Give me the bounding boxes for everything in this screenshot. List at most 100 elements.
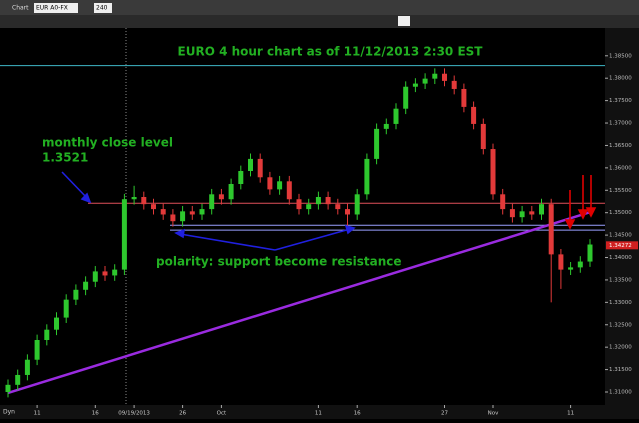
price-axis [605,28,639,419]
candle-body [325,197,331,205]
arrowhead [80,192,92,204]
x-tick-label: 11 [315,411,322,417]
y-tick-label: 1.37500 [609,98,632,104]
y-tick-label: 1.38000 [609,76,632,82]
candle-body [500,194,506,210]
candle-body [131,197,137,200]
x-tick-label: 09/19/2013 [118,411,150,417]
x-tick-label: 11 [34,411,41,417]
candle-body [54,317,59,330]
y-tick-label: 1.34000 [609,255,632,261]
interval[interactable]: 240 [96,5,108,12]
candle-body [92,271,98,282]
candle-body [315,197,321,205]
interval-box[interactable] [94,3,112,13]
arrowhead [564,219,576,230]
candle-body [73,289,79,300]
candle-body [277,181,283,190]
candle-body [539,204,544,215]
x-axis-start: Dyn [3,409,15,416]
candle-body [121,199,127,270]
candle-body [568,267,574,270]
candle-body [257,158,263,178]
arrowhead [174,228,185,239]
arrowhead [344,224,356,235]
candle-body [403,86,409,109]
candle-body [44,329,50,340]
red-arrows [564,175,597,230]
candle-body [63,299,69,318]
annotation: 1.3521 [42,151,88,165]
candle-body [248,158,253,171]
candle-body [286,181,292,200]
candle-body [306,204,312,210]
y-tick-label: 1.33500 [609,277,632,283]
x-tick-label: 16 [92,411,99,417]
candle-body [151,204,156,210]
x-tick-label: 16 [354,411,361,417]
arrow [179,233,276,251]
window-title: Chart [12,5,29,12]
candle-body [189,211,195,215]
candle-body [548,204,554,255]
y-tick-label: 1.35500 [609,188,632,194]
candle-body [218,194,224,200]
x-tick-label: Oct [217,411,227,417]
candle-body [296,199,302,210]
symbol[interactable]: EUR A0-FX [36,5,68,12]
candle-body [112,269,118,276]
x-tick-label: 26 [179,411,186,417]
arrow [61,171,89,200]
title-bar [0,0,639,15]
candle-body [587,244,593,262]
candle-body [442,73,447,81]
candle-body [5,384,11,392]
candle-body [490,149,496,195]
candle-body [24,359,30,375]
y-tick-label: 1.33000 [609,300,632,306]
y-tick-label: 1.34500 [609,233,632,239]
toolbar-button[interactable] [398,16,410,26]
candle-body [480,123,486,150]
candle-body [412,83,418,87]
candle-body [102,271,108,276]
candle-body [519,211,525,218]
candle-body [267,177,273,190]
candle-body [141,197,147,205]
candle-body [34,340,40,360]
candle-body [509,209,515,218]
candle-body [199,209,205,215]
candle-body [209,194,215,210]
y-tick-label: 1.32000 [609,345,632,351]
candle-body [393,108,399,124]
y-tick-label: 1.31500 [609,367,632,373]
last-price-box [606,241,638,250]
y-tick-label: 1.36000 [609,165,632,171]
chart-title: EURO 4 hour chart as of 11/12/2013 2:30 … [178,45,484,59]
arrow [274,228,351,251]
candle-body [529,211,535,215]
x-tick-label: 11 [567,411,574,417]
candle-body [170,214,176,222]
last-price-label: 1.34272 [609,243,632,249]
candle-body [345,209,350,215]
candle-body [228,184,234,200]
candle-body [15,374,21,385]
y-tick-label: 1.35000 [609,210,632,216]
y-tick-label: 1.36500 [609,143,632,149]
y-tick-label: 1.31000 [609,390,632,396]
time-axis [0,405,605,419]
symbol-box[interactable] [34,3,78,13]
candle-body [374,128,380,159]
candle-body [83,281,89,290]
candle-body [364,158,370,195]
candle-body [451,80,457,89]
candle-body [180,211,186,222]
candle-body [471,106,477,124]
candle-body [160,209,166,215]
candle-body [432,73,438,79]
candle-body [422,78,428,84]
candle-body [461,88,467,107]
